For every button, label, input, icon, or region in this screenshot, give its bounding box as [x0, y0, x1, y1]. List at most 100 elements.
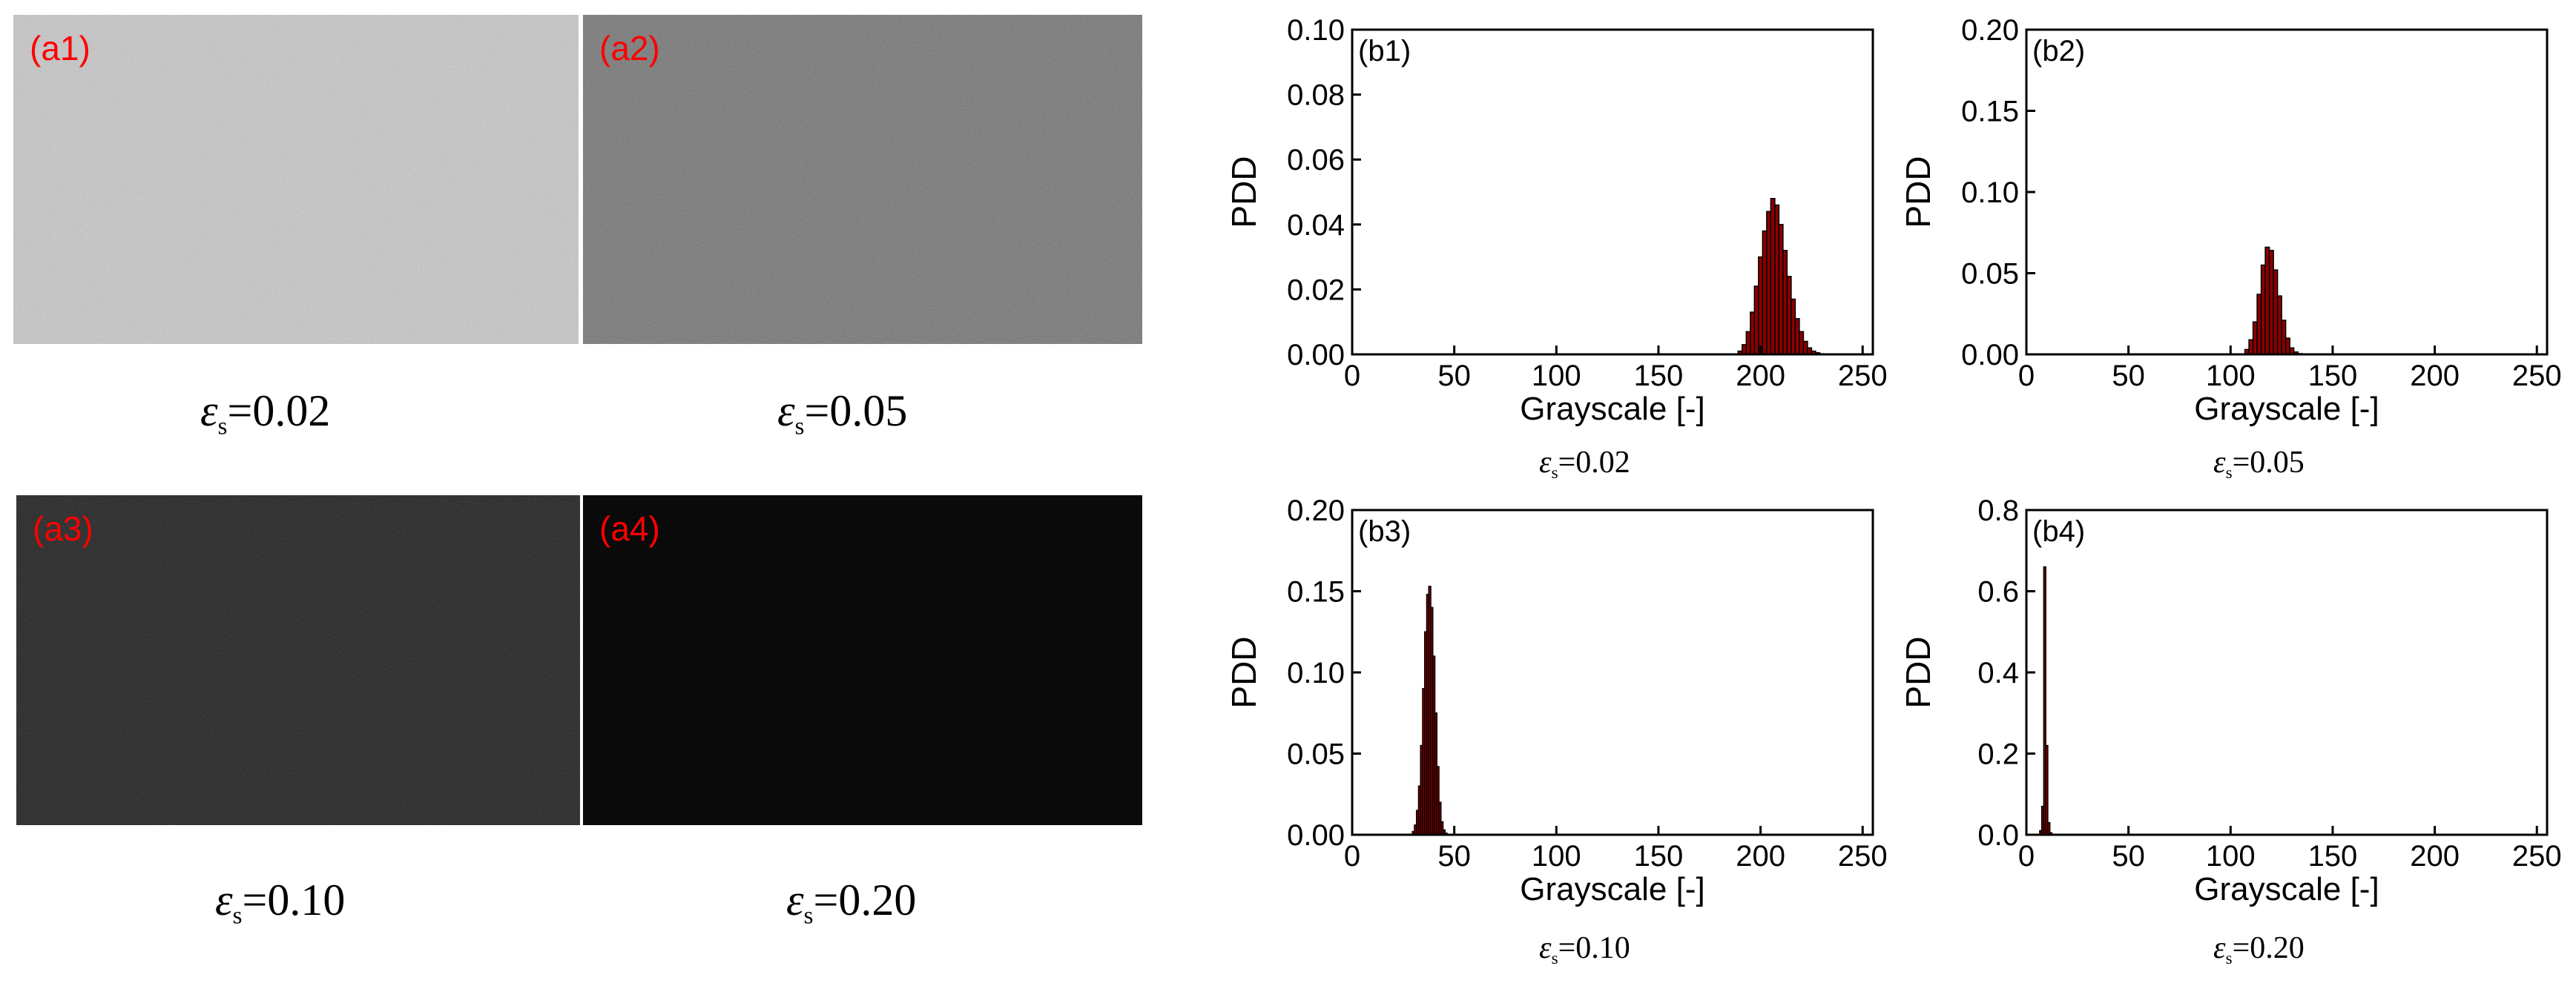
histogram-bar: [2273, 269, 2279, 355]
caption-a1: εs=0.02: [200, 386, 330, 441]
y-tick-label: 0.6: [1977, 576, 2019, 609]
histogram-bar: [2285, 337, 2290, 355]
y-tick-label: 0.10: [1287, 657, 1345, 689]
x-tick-label: 100: [2206, 840, 2256, 873]
plot-frame: [2025, 509, 2549, 836]
epsilon-subscript: s: [1551, 948, 1558, 968]
y-tick-label: 0.05: [1961, 258, 2019, 291]
y-tick-label: 0.05: [1287, 738, 1345, 771]
x-tick-label: 250: [2512, 360, 2562, 392]
histogram-bar: [1753, 285, 1759, 355]
chart-3: 0 50 100 150 200 250 0.00 0.05 0.10 0.15 0.20 Grays…: [1225, 494, 1888, 907]
panel-label: (b1): [1358, 35, 1411, 67]
panel-label-a1: (a1): [30, 29, 90, 67]
x-tick-label: 50: [2112, 360, 2145, 392]
caption-b1: εs=0.02: [1539, 445, 1630, 483]
x-tick-label: 150: [1634, 840, 1684, 873]
histogram-bar: [1794, 318, 1800, 355]
speckle-image: [13, 15, 579, 344]
epsilon-subscript: s: [2225, 463, 2233, 483]
y-tick-label: 0.8: [1977, 494, 2019, 527]
x-axis-label: Grayscale [-]: [1520, 871, 1704, 907]
epsilon-symbol: ε: [215, 876, 233, 924]
histogram-bar: [1750, 311, 1756, 355]
x-tick-label: 0: [1344, 840, 1360, 873]
x-tick-label: 200: [2410, 840, 2460, 873]
histogram-bar: [1791, 298, 1796, 355]
caption-a3: εs=0.10: [215, 875, 345, 930]
caption-b3: εs=0.10: [1539, 930, 1630, 968]
x-tick-label: 50: [1437, 840, 1471, 873]
x-tick-label: 200: [1736, 360, 1785, 392]
caption-a2: εs=0.05: [777, 386, 907, 441]
speckle-image: [583, 15, 1142, 344]
x-tick-label: 100: [1532, 840, 1581, 873]
y-axis-label: PDD: [1225, 156, 1263, 228]
x-tick-label: 250: [1838, 360, 1888, 392]
histogram-bar: [2268, 250, 2274, 355]
caption-value: =0.02: [1558, 446, 1630, 480]
y-axis-label: PDD: [1899, 636, 1937, 708]
epsilon-symbol: ε: [1539, 931, 1552, 965]
panel-label: (b3): [1358, 515, 1411, 548]
chart-2: 0 50 100 150 200 250 0.00 0.05 0.10 0.15 0.20 Grays…: [1899, 14, 2562, 427]
histogram-bar: [1758, 256, 1764, 355]
x-axis-label: Grayscale [-]: [2194, 871, 2379, 907]
epsilon-symbol: ε: [777, 386, 795, 435]
histogram-bar: [2281, 320, 2287, 355]
histogram-bar: [1786, 276, 1792, 355]
y-tick-label: 0.02: [1287, 274, 1345, 306]
x-tick-label: 100: [1532, 360, 1581, 392]
histogram-bar: [1745, 331, 1751, 355]
x-tick-label: 250: [1838, 840, 1888, 873]
y-tick-label: 0.15: [1287, 576, 1345, 609]
histogram-bar: [2252, 321, 2258, 355]
x-tick-label: 0: [2018, 360, 2035, 392]
y-tick-label: 0.08: [1287, 79, 1345, 112]
caption-value: =0.20: [2232, 931, 2305, 965]
epsilon-symbol: ε: [786, 876, 804, 924]
y-axis-label: PDD: [1899, 156, 1937, 228]
panel-label-a2: (a2): [599, 29, 660, 67]
x-tick-label: 100: [2206, 360, 2256, 392]
epsilon-symbol: ε: [200, 386, 218, 435]
y-tick-label: 0.06: [1287, 144, 1345, 176]
caption-a4: εs=0.20: [786, 875, 916, 930]
histogram-bar: [2276, 295, 2282, 355]
caption-value: =0.10: [242, 876, 346, 924]
y-tick-label: 0.00: [1287, 339, 1345, 371]
epsilon-symbol: ε: [2213, 931, 2226, 965]
speckle-image: [583, 495, 1142, 825]
epsilon-subscript: s: [232, 902, 243, 930]
histogram-bar: [1766, 211, 1772, 355]
epsilon-subscript: s: [803, 902, 814, 930]
x-axis-label: Grayscale [-]: [2194, 391, 2379, 427]
x-axis-label: Grayscale [-]: [1520, 391, 1704, 427]
plot-frame: [2025, 28, 2549, 356]
epsilon-symbol: ε: [1539, 446, 1552, 480]
chart-4: 0 50 100 150 200 250 0.0 0.2 0.4 0.6 0.8 Grayscale …: [1899, 494, 2562, 907]
histogram-bar: [1770, 198, 1776, 355]
x-tick-label: 250: [2512, 840, 2562, 873]
y-tick-label: 0.10: [1287, 14, 1345, 47]
image-a3: (a3): [16, 495, 580, 825]
x-tick-label: 150: [1634, 360, 1684, 392]
histogram-bar: [2256, 294, 2262, 355]
x-tick-label: 50: [1437, 360, 1471, 392]
x-tick-label: 200: [2410, 360, 2460, 392]
caption-value: =0.02: [227, 386, 331, 435]
histogram-bar: [1774, 204, 1780, 355]
caption-b4: εs=0.20: [2213, 930, 2305, 968]
histogram-bar: [1742, 344, 1747, 355]
y-tick-label: 0.15: [1961, 96, 2019, 128]
epsilon-subscript: s: [794, 413, 805, 440]
caption-value: =0.20: [813, 876, 917, 924]
epsilon-subscript: s: [217, 413, 228, 440]
image-a4: (a4): [583, 495, 1142, 825]
x-tick-label: 150: [2308, 840, 2358, 873]
histogram-bar: [1782, 250, 1788, 355]
histogram-bar: [1802, 340, 1808, 355]
caption-value: =0.05: [804, 386, 908, 435]
image-a2: (a2): [583, 15, 1142, 344]
